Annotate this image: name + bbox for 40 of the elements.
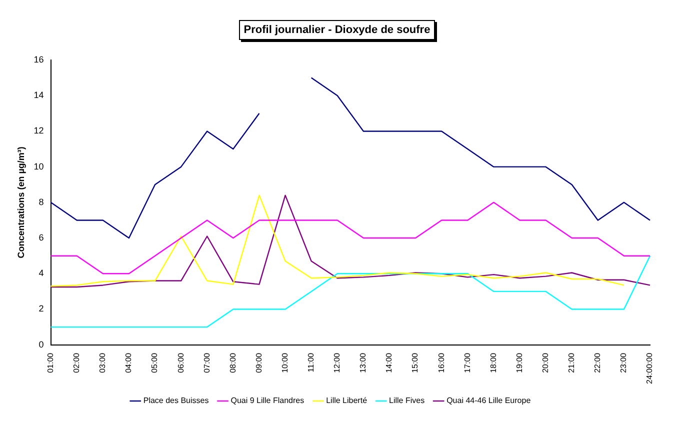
x-tick-label: 03:00 xyxy=(98,352,108,373)
legend-label: Lille Fives xyxy=(389,396,425,406)
x-tick-label: 21:00 xyxy=(567,352,576,373)
x-tick-label: 08:00 xyxy=(228,352,238,373)
x-tick-label: 12:00 xyxy=(332,352,342,373)
x-tick-label: 02:00 xyxy=(72,352,82,373)
x-tick-label: 24:00:00 xyxy=(645,352,654,384)
x-tick-label: 07:00 xyxy=(202,352,212,373)
x-tick-label: 14:00 xyxy=(384,352,394,373)
x-tick-label: 11:00 xyxy=(306,352,316,372)
legend-label: Place des Buisses xyxy=(143,396,209,406)
x-tick-label: 09:00 xyxy=(254,352,264,373)
y-tick-label: 16 xyxy=(34,54,44,64)
y-tick-label: 14 xyxy=(34,90,44,100)
x-tick-label: 13:00 xyxy=(358,352,368,373)
x-tick-label: 22:00 xyxy=(593,352,602,373)
x-tick-label: 04:00 xyxy=(124,352,134,373)
x-tick-label: 06:00 xyxy=(176,352,186,373)
legend-label: Quai 44-46 Lille Europe xyxy=(446,396,532,406)
x-tick-label: 20:00 xyxy=(540,352,550,373)
y-tick-label: 10 xyxy=(34,161,44,172)
y-axis-title: Concentrations (en µg/m³) xyxy=(16,146,26,258)
y-tick-label: 4 xyxy=(38,268,44,278)
chart-title: Profil journalier - Dioxyde de soufre xyxy=(238,20,436,40)
x-tick-label: 18:00 xyxy=(488,352,498,373)
x-tick-label: 15:00 xyxy=(410,352,420,373)
x-tick-label: 01:00 xyxy=(46,352,56,373)
x-tick-label: 16:00 xyxy=(436,352,446,373)
legend-label: Lille Liberté xyxy=(326,396,368,406)
x-tick-label: 17:00 xyxy=(462,352,472,373)
legend-label: Quai 9 Lille Flandres xyxy=(230,396,304,406)
y-tick-label: 2 xyxy=(38,304,44,314)
x-tick-label: 05:00 xyxy=(150,352,160,373)
x-tick-label: 23:00 xyxy=(619,352,628,373)
y-tick-label: 0 xyxy=(38,339,44,350)
y-tick-label: 12 xyxy=(34,126,44,136)
y-tick-label: 8 xyxy=(38,196,44,207)
y-tick-label: 6 xyxy=(38,232,44,243)
x-tick-label: 10:00 xyxy=(280,352,290,373)
x-tick-label: 19:00 xyxy=(514,352,524,373)
